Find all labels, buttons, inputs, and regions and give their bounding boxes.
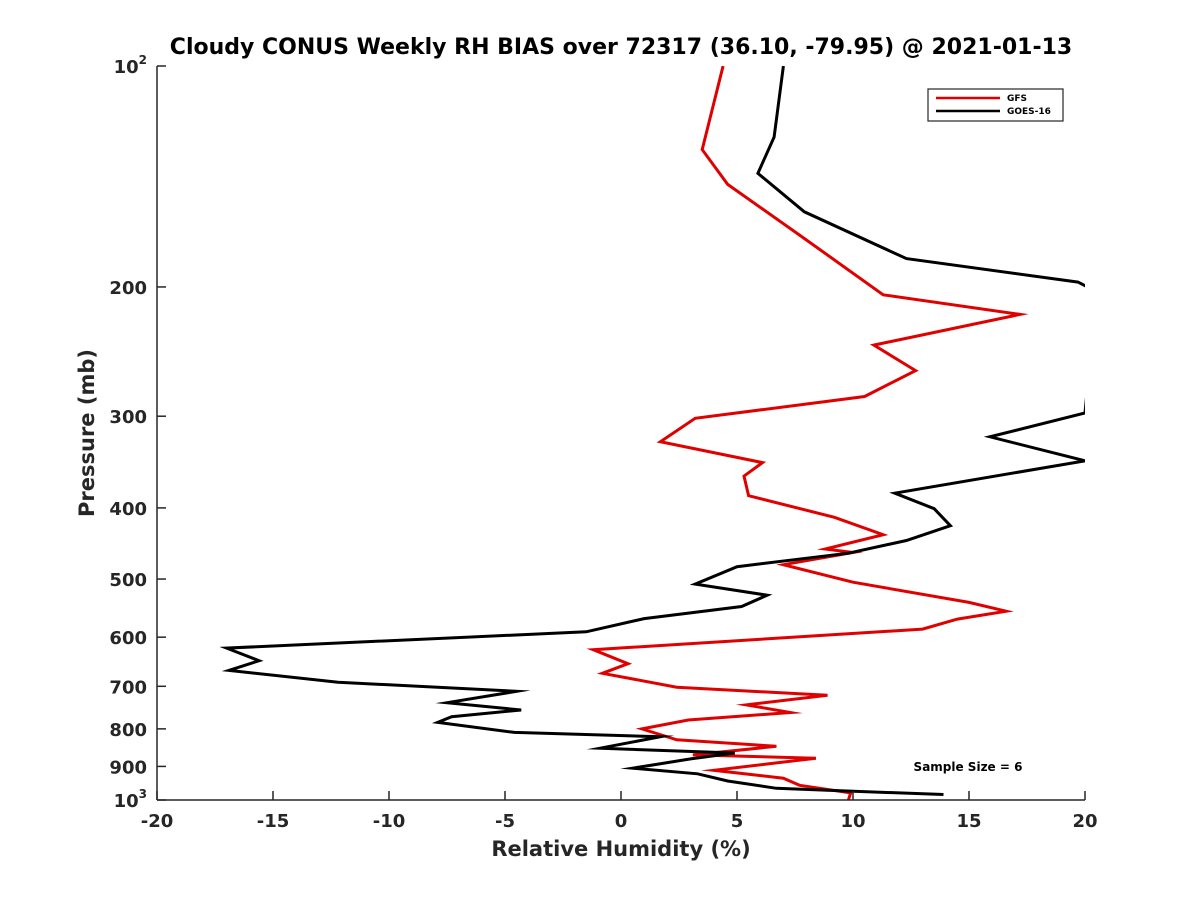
y-tick-label: 700	[109, 677, 147, 698]
y-tick-label: 600	[109, 628, 147, 649]
x-tick-label: -15	[257, 811, 290, 832]
y-tick-label: 102	[114, 53, 147, 78]
chart-title: Cloudy CONUS Weekly RH BIAS over 72317 (…	[170, 35, 1072, 60]
x-tick-label: 15	[956, 811, 981, 832]
legend-box	[927, 88, 1064, 122]
y-tick-label: 103	[114, 787, 147, 812]
y-tick-label: 500	[109, 570, 147, 591]
y-tick-label: 300	[109, 407, 147, 428]
y-tick-label: 200	[109, 278, 147, 299]
x-tick-label: 10	[840, 811, 865, 832]
x-tick-label: 20	[1072, 811, 1097, 832]
y-tick-label: 900	[109, 757, 147, 778]
x-tick-label: 0	[615, 811, 628, 832]
x-axis-label: Relative Humidity (%)	[491, 837, 750, 861]
x-tick-label: -20	[141, 811, 174, 832]
legend-label-gfs: GFS	[1007, 94, 1027, 104]
x-tick-label: 5	[731, 811, 744, 832]
y-tick-label: 800	[109, 720, 147, 741]
legend-label-goes-16: GOES-16	[1007, 107, 1051, 117]
y-axis-label: Pressure (mb)	[75, 349, 99, 517]
x-tick-label: -5	[495, 811, 515, 832]
series-line-goes-16	[219, 66, 1085, 796]
series-layer	[219, 66, 1085, 800]
series-line-gfs	[586, 66, 1029, 800]
y-tick-label: 400	[109, 499, 147, 520]
legend: GFS GOES-16	[927, 88, 1064, 122]
axes-layer: -20 -15 -10 -5 0 5 10 15 20 102 200 300 400 500 600 700…	[109, 53, 1097, 832]
sample-size-annotation: Sample Size = 6	[914, 760, 1023, 774]
x-tick-label: -10	[373, 811, 406, 832]
